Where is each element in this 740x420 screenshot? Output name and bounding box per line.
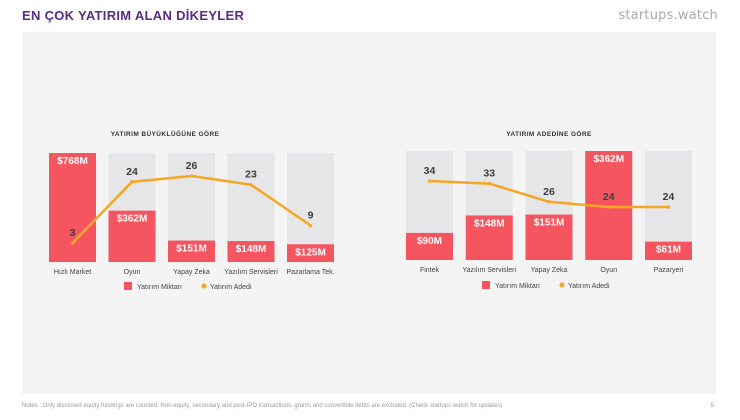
- bar-value-label: $362M: [593, 154, 624, 165]
- count-label: 33: [483, 168, 495, 180]
- legend-label-line: Yatırım Adedi: [210, 284, 252, 291]
- count-point: [249, 182, 253, 187]
- count-label: 26: [543, 186, 555, 198]
- value-bar: [287, 244, 334, 262]
- count-point: [130, 180, 134, 184]
- category-label: Oyun: [124, 269, 141, 276]
- bar-value-label: $125M: [295, 247, 326, 258]
- value-bar: [645, 241, 692, 260]
- legend-label-bar: Yatırım Miktarı: [495, 283, 540, 290]
- count-point: [606, 205, 611, 209]
- count-label: 23: [245, 169, 257, 181]
- chart-title: YATIRIM ADEDİNE GÖRE: [506, 129, 592, 138]
- page-title: EN ÇOK YATIRIM ALAN DİKEYLER: [22, 8, 245, 23]
- category-label: Oyun: [600, 267, 617, 274]
- category-label: Yapay Zeka: [531, 267, 568, 274]
- category-label: Yapay Zeka: [173, 269, 210, 276]
- bar-value-label: $151M: [534, 218, 565, 229]
- count-label: 24: [603, 191, 615, 203]
- bar-value-label: $90M: [417, 236, 442, 247]
- count-point: [666, 205, 671, 209]
- bar-value-label: $61M: [656, 245, 681, 256]
- legend-swatch-bar: [482, 281, 490, 289]
- legend-label-line: Yatırım Adedi: [568, 283, 610, 290]
- category-label: Pazaryeri: [654, 267, 684, 274]
- value-bar: [108, 210, 156, 262]
- bar-value-label: $768M: [57, 156, 88, 167]
- count-point: [487, 181, 492, 186]
- value-bar: [406, 232, 453, 260]
- count-label: 26: [186, 160, 198, 172]
- bar-value-label: $362M: [117, 214, 148, 225]
- footer-notes: Notes : Only disclosed equity fundings a…: [22, 403, 503, 409]
- bar-value-label: $148M: [474, 218, 505, 229]
- value-bar: [227, 240, 275, 262]
- count-point: [308, 223, 313, 228]
- category-label: Yazılım Servisleri: [462, 267, 516, 274]
- value-bar: [49, 153, 96, 262]
- count-point: [427, 179, 432, 183]
- category-label: Hızlı Market: [54, 269, 91, 276]
- count-point: [547, 200, 551, 204]
- page-number: 5: [710, 403, 714, 409]
- count-point: [70, 241, 75, 245]
- legend-swatch-line: [201, 283, 207, 289]
- legend-swatch-bar: [124, 282, 132, 290]
- count-label: 3: [70, 227, 76, 239]
- count-point: [189, 174, 194, 178]
- value-bar: [465, 215, 513, 260]
- bar-value-label: $151M: [176, 244, 207, 255]
- value-bar: [525, 214, 573, 260]
- legend-label-bar: Yatırım Miktarı: [137, 284, 182, 291]
- background-bar: [287, 153, 334, 262]
- count-label: 9: [308, 210, 314, 222]
- count-label: 24: [663, 191, 675, 203]
- category-label: Yazılım Servisleri: [224, 269, 278, 276]
- brand-logo: startups.watch: [618, 8, 718, 23]
- category-label: Fintek: [420, 267, 440, 274]
- bar-value-label: $148M: [236, 244, 267, 255]
- count-label: 24: [126, 166, 138, 178]
- count-label: 34: [424, 165, 436, 177]
- value-bar: [168, 240, 215, 262]
- chart-title: YATIRIM BÜYÜKLÜĞÜNE GÖRE: [111, 129, 220, 138]
- category-label: Pazarlama Tek.: [286, 269, 334, 276]
- legend-swatch-line: [559, 282, 565, 288]
